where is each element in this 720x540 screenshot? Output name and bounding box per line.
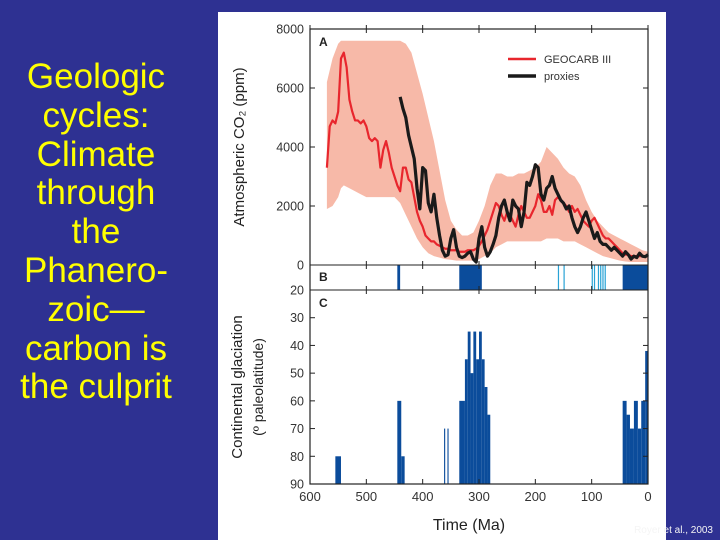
glaciation-bar <box>464 359 468 484</box>
y-tick-label: 60 <box>290 394 304 408</box>
cool-interval-bar <box>591 265 593 290</box>
title-line: cycles: <box>42 95 150 135</box>
figure-panel: 0 2000 4000 6000 8000 20 30 40 50 60 70 80 90 600 500 4… <box>218 12 666 540</box>
x-tick-label: 100 <box>581 489 603 504</box>
y-tick-label: 20 <box>290 284 304 298</box>
title-line: Phanero- <box>24 250 168 290</box>
y-tick-label: 70 <box>290 422 304 436</box>
glaciation-bar <box>481 359 485 484</box>
glaciation-bar <box>641 400 646 484</box>
y-tick-label: 4000 <box>276 141 304 155</box>
y-tick-label: 40 <box>290 339 304 353</box>
glaciation-bar <box>484 387 488 484</box>
y-tick-label: 6000 <box>276 82 304 96</box>
title-line: carbon is <box>24 328 168 368</box>
y-tick-label: 30 <box>290 311 304 325</box>
glacial-interval-bar <box>397 265 401 290</box>
x-tick-label: 300 <box>468 489 490 504</box>
glaciation-bar <box>476 359 479 484</box>
glaciation-bar <box>622 400 627 484</box>
cool-interval-bar <box>597 265 600 290</box>
glaciation-bar <box>645 350 648 484</box>
slide-title: Geologic cycles: Climate through the Pha… <box>0 57 192 407</box>
glacial-interval-bar <box>622 265 648 290</box>
x-tick-label: 600 <box>299 489 321 504</box>
y-tick-label: 2000 <box>276 200 304 214</box>
x-tick-label: 400 <box>412 489 434 504</box>
title-line: zoic— <box>47 289 145 329</box>
legend-entry: proxies <box>544 71 580 83</box>
y-axis-subtitle-glaciation: (º paleolatitude) <box>250 338 266 436</box>
panel-label-c: C <box>319 296 328 310</box>
glaciation-bar <box>629 428 634 484</box>
glaciation-bar <box>470 373 474 484</box>
y-tick-label: 8000 <box>276 23 304 37</box>
glacial-interval-bar <box>459 265 482 290</box>
glaciation-bar <box>335 456 341 484</box>
panel-label-a: A <box>319 35 328 49</box>
glaciation-bar <box>467 331 471 484</box>
title-line: the culprit <box>20 367 172 407</box>
y-tick-label: 80 <box>290 450 304 464</box>
glaciation-bar <box>637 428 642 484</box>
x-axis-title: Time (Ma) <box>433 517 505 534</box>
x-tick-label: 500 <box>355 489 377 504</box>
cool-interval-bar <box>557 265 560 290</box>
y-axis-title-glaciation: Continental glaciation <box>229 315 246 458</box>
glaciation-bar <box>479 331 482 484</box>
glaciation-bar <box>444 428 446 484</box>
title-line: the <box>71 212 121 252</box>
title-line: Climate <box>36 134 156 174</box>
glaciation-bar <box>447 428 449 484</box>
title-line: through <box>36 173 156 213</box>
proxies-line <box>398 96 649 264</box>
cool-interval-bar <box>593 265 596 290</box>
x-tick-label: 200 <box>524 489 546 504</box>
glaciation-bar <box>487 414 491 484</box>
cool-interval-bar <box>602 265 604 290</box>
y-axis-title-co2: Atmospheric CO₂ (ppm) <box>231 67 248 226</box>
cool-interval-bar <box>563 265 565 290</box>
glaciation-bar <box>626 414 630 484</box>
y-tick-label: 50 <box>290 367 304 381</box>
glaciation-bar <box>397 400 402 484</box>
panel-label-b: B <box>319 270 328 284</box>
glaciation-bar <box>473 331 477 484</box>
y-tick-label: 0 <box>297 259 304 273</box>
glaciation-bar <box>633 400 638 484</box>
legend-entry: GEOCARB III <box>544 54 611 66</box>
cool-interval-bar <box>600 265 602 290</box>
y-tick-label: 90 <box>290 478 304 492</box>
title-line: Geologic <box>26 57 166 96</box>
x-tick-label: 0 <box>644 489 651 504</box>
cool-interval-bar <box>604 265 606 290</box>
geocarb-line <box>325 51 648 258</box>
citation-credit: Royer et al., 2003 <box>634 525 713 536</box>
glaciation-bar <box>459 400 465 484</box>
glaciation-bar <box>401 456 405 484</box>
